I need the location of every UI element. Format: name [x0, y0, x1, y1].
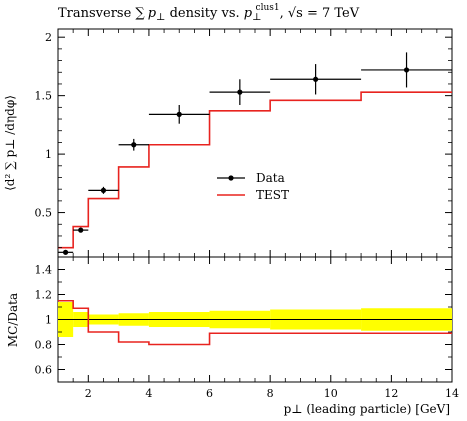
- ratio-y-axis-label: MC/Data: [6, 293, 20, 347]
- main-y-tick-label: 2: [45, 31, 52, 44]
- legend-mc-label: TEST: [256, 188, 289, 202]
- legend: Data TEST: [217, 171, 289, 202]
- data-point: [237, 89, 243, 95]
- ratio-y-tick-label: 1.2: [35, 289, 53, 302]
- ratio-y-tick-label: 1.4: [35, 264, 53, 277]
- ratio-y-tick-label: 1: [45, 314, 52, 327]
- mc-test-histogram: [58, 91, 452, 249]
- chart-title: Transverse ∑ p⊥ density vs. p⊥clus1, √s =…: [58, 3, 360, 23]
- x-tick-label: 6: [206, 387, 213, 400]
- data-point: [403, 67, 410, 73]
- ratio-panel: 0.6 0.8 1 1.2 1.4 2 4 6 8 10 12 14 MC/Data: [6, 256, 459, 400]
- legend-data-label: Data: [256, 171, 285, 185]
- x-tick-label: 12: [384, 387, 398, 400]
- main-y-tick-label: 1.5: [35, 90, 53, 103]
- main-y-axis-label: ⟨d² ∑ p⊥ /dηdφ⟩: [3, 95, 17, 191]
- data-point: [313, 76, 319, 82]
- data-point: [78, 227, 84, 233]
- x-tick-label: 14: [445, 387, 459, 400]
- ratio-y-tick-label: 0.6: [35, 364, 53, 377]
- data-point: [100, 187, 107, 193]
- data-point: [176, 111, 182, 117]
- data-point: [131, 142, 137, 148]
- x-tick-label: 10: [324, 387, 338, 400]
- main-panel: 0.5 1 1.5 2 ⟨d² ∑ p⊥ /dηdφ⟩: [3, 28, 453, 258]
- main-plot-frame: [57, 28, 453, 258]
- ratio-test-histogram: [58, 299, 452, 346]
- x-tick-label: 2: [85, 387, 92, 400]
- ratio-y-tick-label: 0.8: [35, 339, 53, 352]
- main-y-tick-label: 0.5: [35, 207, 53, 220]
- main-y-tick-label: 1: [45, 148, 52, 161]
- data-point: [62, 249, 69, 255]
- x-tick-label: 4: [145, 387, 152, 400]
- legend-data-marker: [228, 175, 234, 181]
- x-tick-label: 8: [267, 387, 274, 400]
- x-axis-label: p⊥ (leading particle) [GeV]: [284, 402, 450, 416]
